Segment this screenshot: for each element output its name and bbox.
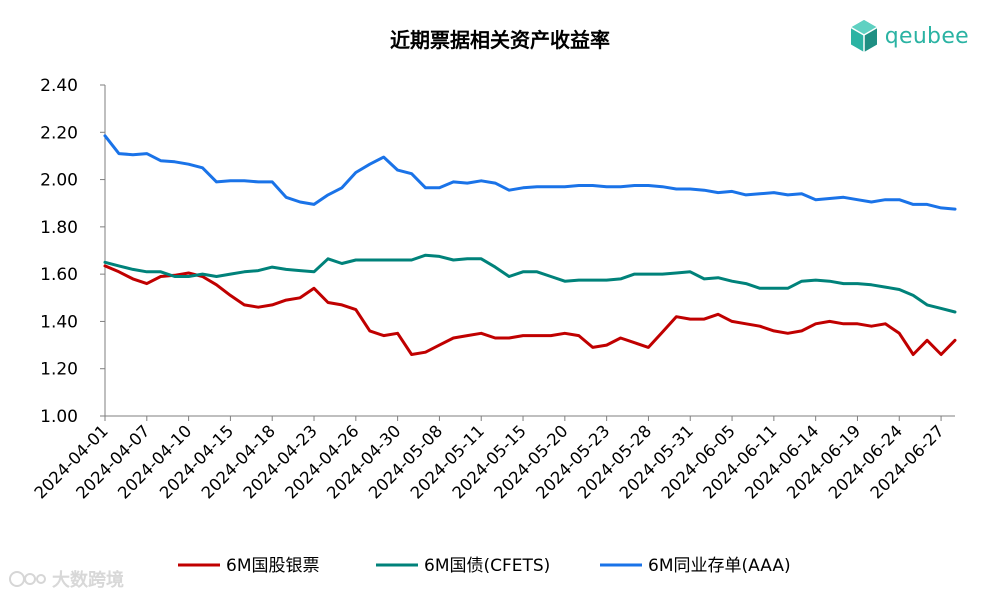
series-line-1 (103, 264, 957, 356)
y-tick-label: 1.20 (40, 360, 78, 380)
y-tick-label: 1.80 (40, 218, 78, 238)
y-tick-label: 2.20 (40, 123, 78, 143)
y-tick-label: 1.00 (40, 407, 78, 427)
legend-label-2: 6M国债(CFETS) (424, 556, 550, 576)
watermark-text: 大数跨境 (52, 570, 124, 591)
logo-text: qeubee (884, 23, 969, 49)
series-lines (103, 134, 957, 356)
y-tick-label: 2.40 (40, 76, 78, 96)
legend: 6M国股银票 6M国债(CFETS) 6M同业存单(AAA) (178, 556, 791, 576)
watermark: 大数跨境 (8, 566, 124, 592)
y-tick-label: 1.60 (40, 265, 78, 285)
y-tick-label: 1.40 (40, 312, 78, 332)
series-line-3 (103, 134, 957, 211)
x-axis: 2024-04-012024-04-072024-04-102024-04-15… (31, 415, 955, 503)
y-tick-label: 2.00 (40, 171, 78, 191)
qeubee-logo: qeubee (847, 18, 969, 54)
hexagon-cube-icon (850, 20, 878, 52)
legend-label-1: 6M国股银票 (226, 556, 319, 576)
watermark-logo-icon (9, 571, 46, 587)
series-line-2 (103, 253, 957, 314)
legend-label-3: 6M同业存单(AAA) (648, 556, 791, 576)
y-axis: 1.00 1.20 1.40 1.60 1.80 2.00 2.20 2.40 (40, 76, 106, 427)
chart-title: 近期票据相关资产收益率 (390, 28, 610, 52)
